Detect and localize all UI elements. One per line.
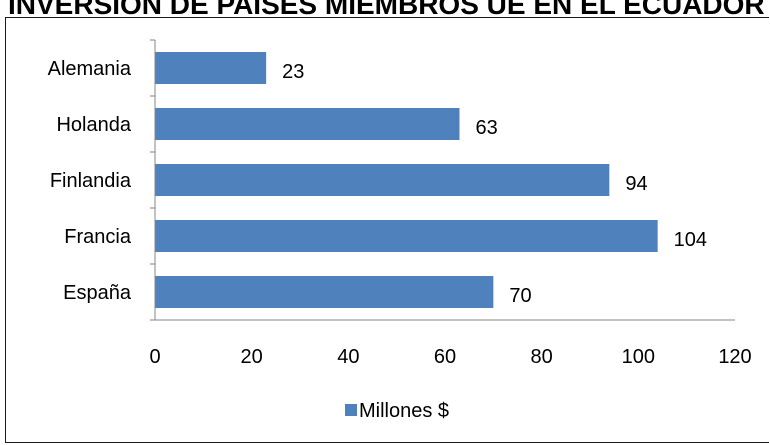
- bar-francia: [155, 220, 658, 252]
- data-label: 63: [476, 117, 498, 139]
- bar-alemania: [155, 52, 267, 84]
- x-tick-label: 20: [241, 346, 263, 368]
- bar-finlandia: [155, 164, 610, 196]
- bar-holanda: [155, 108, 460, 140]
- data-label: 70: [509, 285, 531, 307]
- x-tick-label: 0: [149, 346, 160, 368]
- legend-swatch: [345, 404, 357, 416]
- category-label: Alemania: [48, 58, 132, 80]
- legend-label: Millones $: [359, 400, 449, 422]
- x-tick-label: 40: [337, 346, 359, 368]
- category-label: Holanda: [56, 114, 131, 136]
- x-tick-label: 80: [531, 346, 553, 368]
- chart-title: INVERSIÓN DE PAÍSES MIEMBROS UE EN EL EC…: [8, 0, 765, 20]
- bar-españa: [155, 276, 494, 308]
- data-label: 104: [674, 229, 707, 251]
- x-tick-label: 100: [622, 346, 655, 368]
- x-tick-label: 60: [434, 346, 456, 368]
- data-label: 94: [625, 173, 647, 195]
- legend: Millones $: [345, 400, 449, 422]
- chart-frame: [5, 17, 769, 443]
- category-label: Finlandia: [50, 170, 132, 192]
- x-tick-label: 120: [718, 346, 751, 368]
- category-label: España: [63, 282, 132, 304]
- data-label: 23: [282, 61, 304, 83]
- category-label: Francia: [64, 226, 132, 248]
